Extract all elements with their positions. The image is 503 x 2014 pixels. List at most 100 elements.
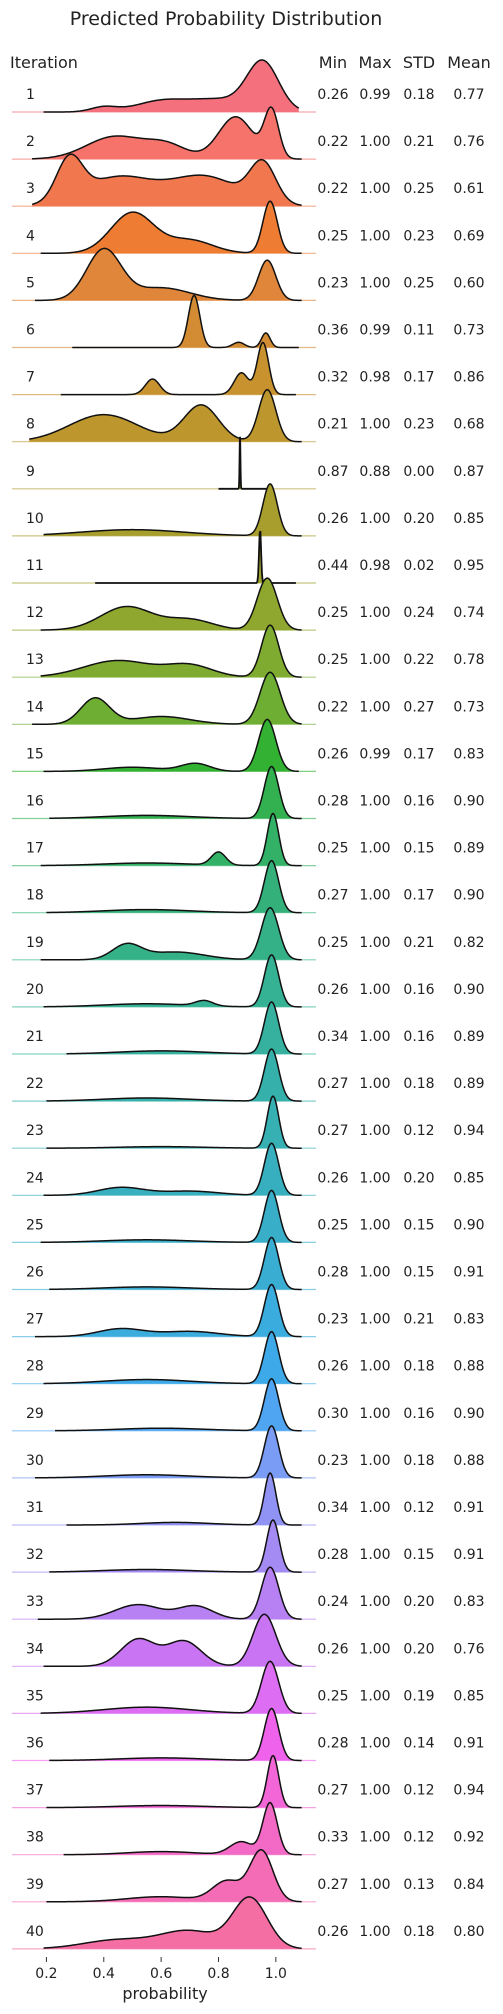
ridge-fill bbox=[43, 1896, 302, 1949]
stat-min: 0.27 bbox=[317, 1877, 348, 1893]
ridge-fill bbox=[43, 719, 299, 772]
stat-min: 0.26 bbox=[317, 87, 348, 103]
ridge-outline bbox=[40, 577, 302, 631]
ridge-outline bbox=[46, 1048, 302, 1102]
ridge-row: 25 0.25 1.00 0.15 0.90 bbox=[12, 1189, 485, 1244]
ridge-fill bbox=[95, 531, 296, 583]
ridge-fill bbox=[43, 954, 302, 1007]
ridge-outline bbox=[40, 200, 302, 255]
stat-std: 0.15 bbox=[403, 1265, 434, 1281]
stat-max: 1.00 bbox=[359, 1123, 390, 1139]
stat-std: 0.15 bbox=[403, 1217, 434, 1233]
ridge-row: 15 0.26 0.99 0.17 0.83 bbox=[12, 718, 485, 773]
ridge-outline bbox=[218, 436, 268, 490]
stat-min: 0.26 bbox=[317, 982, 348, 998]
ridge-fill bbox=[49, 1520, 302, 1573]
stat-max: 1.00 bbox=[359, 1641, 390, 1657]
stat-mean: 0.85 bbox=[453, 1170, 484, 1186]
row-label: 10 bbox=[26, 511, 44, 527]
stat-min: 0.27 bbox=[317, 1783, 348, 1799]
stat-max: 1.00 bbox=[359, 605, 390, 621]
stat-max: 1.00 bbox=[359, 1217, 390, 1233]
ridge-fill bbox=[218, 436, 268, 489]
stat-std: 0.18 bbox=[403, 87, 434, 103]
x-tick-label: 0.4 bbox=[93, 1966, 115, 1982]
stat-mean: 0.87 bbox=[453, 464, 484, 480]
stat-mean: 0.89 bbox=[453, 841, 484, 857]
row-label: 11 bbox=[26, 558, 44, 574]
row-label: 37 bbox=[26, 1783, 44, 1799]
chart-title: Predicted Probability Distribution bbox=[70, 8, 383, 30]
stat-header-min: Min bbox=[319, 53, 347, 72]
stat-mean: 0.77 bbox=[453, 87, 484, 103]
ridge-outline bbox=[40, 907, 302, 961]
stat-std: 0.25 bbox=[403, 275, 434, 291]
ridge-outline bbox=[49, 1519, 302, 1573]
stat-std: 0.17 bbox=[403, 370, 434, 386]
stat-max: 1.00 bbox=[359, 1029, 390, 1045]
stat-mean: 0.95 bbox=[453, 558, 484, 574]
stat-min: 0.26 bbox=[317, 1170, 348, 1186]
stat-max: 1.00 bbox=[359, 1265, 390, 1281]
stat-max: 1.00 bbox=[359, 1547, 390, 1563]
stat-mean: 0.60 bbox=[453, 275, 484, 291]
row-label: 2 bbox=[26, 134, 35, 150]
row-label: 40 bbox=[26, 1924, 44, 1940]
ridge-fill bbox=[40, 907, 302, 960]
ridge-fill bbox=[40, 578, 302, 631]
row-label: 13 bbox=[26, 652, 44, 668]
ridge-row: 35 0.25 1.00 0.19 0.85 bbox=[12, 1660, 485, 1715]
stat-max: 0.99 bbox=[359, 746, 390, 762]
ridge-fill bbox=[43, 1331, 302, 1384]
row-label: 25 bbox=[26, 1217, 44, 1233]
ridge-row: 7 0.32 0.98 0.17 0.86 bbox=[12, 341, 485, 396]
stat-std: 0.17 bbox=[403, 746, 434, 762]
stat-min: 0.30 bbox=[317, 1406, 348, 1422]
row-label: 27 bbox=[26, 1312, 44, 1328]
row-label: 26 bbox=[26, 1265, 44, 1281]
stat-max: 0.98 bbox=[359, 558, 390, 574]
ridge-fill bbox=[46, 1755, 302, 1808]
ridge-fill bbox=[43, 483, 302, 536]
ridge-fill bbox=[34, 1284, 302, 1337]
ridge-outline bbox=[34, 247, 302, 302]
stat-max: 1.00 bbox=[359, 1830, 390, 1846]
stat-mean: 0.61 bbox=[453, 181, 484, 197]
stat-mean: 0.83 bbox=[453, 1312, 484, 1328]
stat-std: 0.12 bbox=[403, 1500, 434, 1516]
stat-mean: 0.91 bbox=[453, 1736, 484, 1752]
ridge-row: 8 0.21 1.00 0.23 0.68 bbox=[12, 388, 485, 443]
stat-min: 0.26 bbox=[317, 1641, 348, 1657]
row-label: 28 bbox=[26, 1359, 44, 1375]
ridge-row: 9 0.87 0.88 0.00 0.87 bbox=[12, 436, 485, 490]
x-tick-label: 1.0 bbox=[265, 1966, 287, 1982]
row-label: 9 bbox=[26, 464, 35, 480]
stat-max: 1.00 bbox=[359, 652, 390, 668]
stat-max: 1.00 bbox=[359, 1076, 390, 1092]
stat-mean: 0.84 bbox=[453, 1877, 484, 1893]
row-label: 30 bbox=[26, 1453, 44, 1469]
ridge-outline bbox=[31, 153, 302, 206]
stat-min: 0.28 bbox=[317, 1265, 348, 1281]
stat-std: 0.14 bbox=[403, 1736, 434, 1752]
row-label: 21 bbox=[26, 1029, 44, 1045]
ridge-fill bbox=[43, 1614, 302, 1667]
stat-min: 0.33 bbox=[317, 1830, 348, 1846]
stat-std: 0.18 bbox=[403, 1076, 434, 1092]
stat-min: 0.26 bbox=[317, 511, 348, 527]
ridge-outline bbox=[63, 1801, 302, 1856]
ridge-outline bbox=[46, 1849, 302, 1903]
stat-min: 0.24 bbox=[317, 1594, 348, 1610]
stat-min: 0.28 bbox=[317, 794, 348, 810]
ridge-outline bbox=[46, 1095, 302, 1149]
ridge-outline bbox=[43, 718, 299, 773]
stat-max: 0.99 bbox=[359, 323, 390, 339]
ridge-fill bbox=[34, 248, 302, 301]
stat-std: 0.16 bbox=[403, 1406, 434, 1422]
ridge-fill bbox=[46, 860, 302, 913]
row-label: 24 bbox=[26, 1170, 44, 1186]
row-label: 19 bbox=[26, 935, 44, 951]
stat-std: 0.16 bbox=[403, 794, 434, 810]
